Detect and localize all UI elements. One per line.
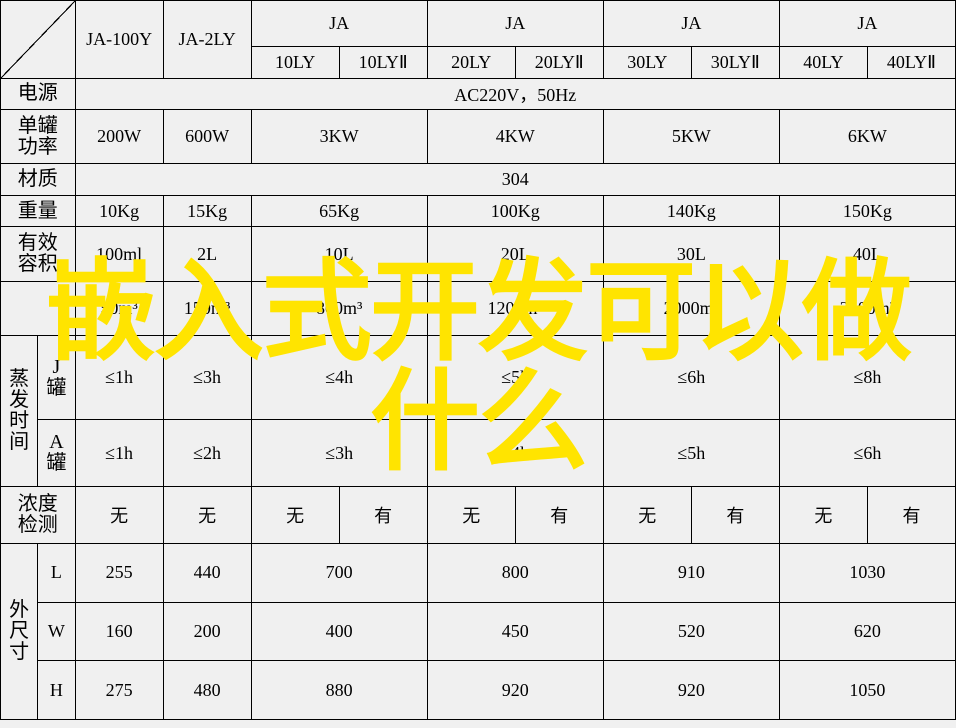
- row-label-power-source: 电源: [1, 78, 76, 109]
- dim-l-cell: 440: [163, 543, 251, 602]
- model-sub: 20LYⅡ: [515, 47, 603, 78]
- evap-a-cell: ≤6h: [779, 420, 955, 487]
- dim-l-label: L: [38, 543, 75, 602]
- conc-cell: 无: [75, 487, 163, 544]
- corner-cell: [1, 1, 76, 79]
- row-label-j-tank: J 罐: [38, 336, 75, 420]
- dim-h-cell: 1050: [779, 661, 955, 720]
- weight-cell: 100Kg: [427, 195, 603, 226]
- conc-cell: 有: [339, 487, 427, 544]
- capacity-cell: 10L: [251, 227, 427, 282]
- model-header: JA: [603, 1, 779, 47]
- conc-cell: 有: [691, 487, 779, 544]
- dim-w-cell: 400: [251, 602, 427, 661]
- capacity-cell: 2L: [163, 227, 251, 282]
- dim-h-cell: 480: [163, 661, 251, 720]
- row-label-unit-power: 单罐 功率: [1, 109, 76, 164]
- model-sub: 10LYⅡ: [339, 47, 427, 78]
- capacity-cell: 20L: [427, 227, 603, 282]
- evap-a-cell: ≤4h: [427, 420, 603, 487]
- evap-a-cell: ≤3h: [251, 420, 427, 487]
- evap-j-cell: ≤5h: [427, 336, 603, 420]
- dim-l-cell: 700: [251, 543, 427, 602]
- model-sub: 10LY: [251, 47, 339, 78]
- dim-l-cell: 910: [603, 543, 779, 602]
- model-header: JA: [251, 1, 427, 47]
- dim-h-cell: 880: [251, 661, 427, 720]
- evap-a-cell: ≤1h: [75, 420, 163, 487]
- row-label-capacity: 有效 容积: [1, 227, 76, 282]
- model-sub: 40LY: [779, 47, 867, 78]
- dim-l-cell: 1030: [779, 543, 955, 602]
- model-sub: 30LY: [603, 47, 691, 78]
- conc-cell: 无: [603, 487, 691, 544]
- evap-a-cell: ≤2h: [163, 420, 251, 487]
- conc-cell: 无: [779, 487, 867, 544]
- unit-power-cell: 200W: [75, 109, 163, 164]
- unit-power-cell: 6KW: [779, 109, 955, 164]
- dim-h-cell: 920: [603, 661, 779, 720]
- dim-w-cell: 450: [427, 602, 603, 661]
- volume-cell: 1200m³: [427, 281, 603, 336]
- row-label-a-tank: A 罐: [38, 420, 75, 487]
- capacity-cell: 40L: [779, 227, 955, 282]
- unit-power-cell: 600W: [163, 109, 251, 164]
- weight-cell: 65Kg: [251, 195, 427, 226]
- conc-cell: 无: [163, 487, 251, 544]
- evap-j-cell: ≤1h: [75, 336, 163, 420]
- spec-table: JA-100Y JA-2LY JA JA JA JA 10LY 10LYⅡ 20…: [0, 0, 956, 720]
- row-label-volume: [1, 281, 76, 336]
- dim-w-cell: 620: [779, 602, 955, 661]
- weight-cell: 15Kg: [163, 195, 251, 226]
- dim-w-cell: 160: [75, 602, 163, 661]
- dim-w-cell: 520: [603, 602, 779, 661]
- volume-cell: 2000m³: [603, 281, 779, 336]
- row-label-concentration: 浓度 检测: [1, 487, 76, 544]
- model-header: JA: [779, 1, 955, 47]
- evap-j-cell: ≤8h: [779, 336, 955, 420]
- dim-w-cell: 200: [163, 602, 251, 661]
- conc-cell: 无: [251, 487, 339, 544]
- dim-h-cell: 275: [75, 661, 163, 720]
- dim-h-cell: 920: [427, 661, 603, 720]
- row-label-weight: 重量: [1, 195, 76, 226]
- weight-cell: 140Kg: [603, 195, 779, 226]
- weight-cell: 10Kg: [75, 195, 163, 226]
- row-label-material: 材质: [1, 164, 76, 195]
- evap-j-cell: ≤4h: [251, 336, 427, 420]
- volume-cell: 2400m³: [779, 281, 955, 336]
- dim-l-cell: 255: [75, 543, 163, 602]
- model-header: JA-2LY: [163, 1, 251, 79]
- evap-j-cell: ≤3h: [163, 336, 251, 420]
- conc-cell: 有: [867, 487, 955, 544]
- volume-cell: 150m³: [163, 281, 251, 336]
- row-label-dimensions: 外 尺 寸: [1, 543, 38, 719]
- dim-w-label: W: [38, 602, 75, 661]
- conc-cell: 无: [427, 487, 515, 544]
- capacity-cell: 100ml: [75, 227, 163, 282]
- power-source-value: AC220V，50Hz: [75, 78, 955, 109]
- model-sub: 20LY: [427, 47, 515, 78]
- evap-j-cell: ≤6h: [603, 336, 779, 420]
- model-sub: 30LYⅡ: [691, 47, 779, 78]
- dim-l-cell: 800: [427, 543, 603, 602]
- volume-cell: 800m³: [251, 281, 427, 336]
- row-label-evap-time: 蒸 发 时 间: [1, 336, 38, 487]
- material-value: 304: [75, 164, 955, 195]
- model-header: JA: [427, 1, 603, 47]
- conc-cell: 有: [515, 487, 603, 544]
- weight-cell: 150Kg: [779, 195, 955, 226]
- model-sub: 40LYⅡ: [867, 47, 955, 78]
- unit-power-cell: 3KW: [251, 109, 427, 164]
- capacity-cell: 30L: [603, 227, 779, 282]
- volume-cell: 50m³: [75, 281, 163, 336]
- model-header: JA-100Y: [75, 1, 163, 79]
- dim-h-label: H: [38, 661, 75, 720]
- evap-a-cell: ≤5h: [603, 420, 779, 487]
- unit-power-cell: 5KW: [603, 109, 779, 164]
- unit-power-cell: 4KW: [427, 109, 603, 164]
